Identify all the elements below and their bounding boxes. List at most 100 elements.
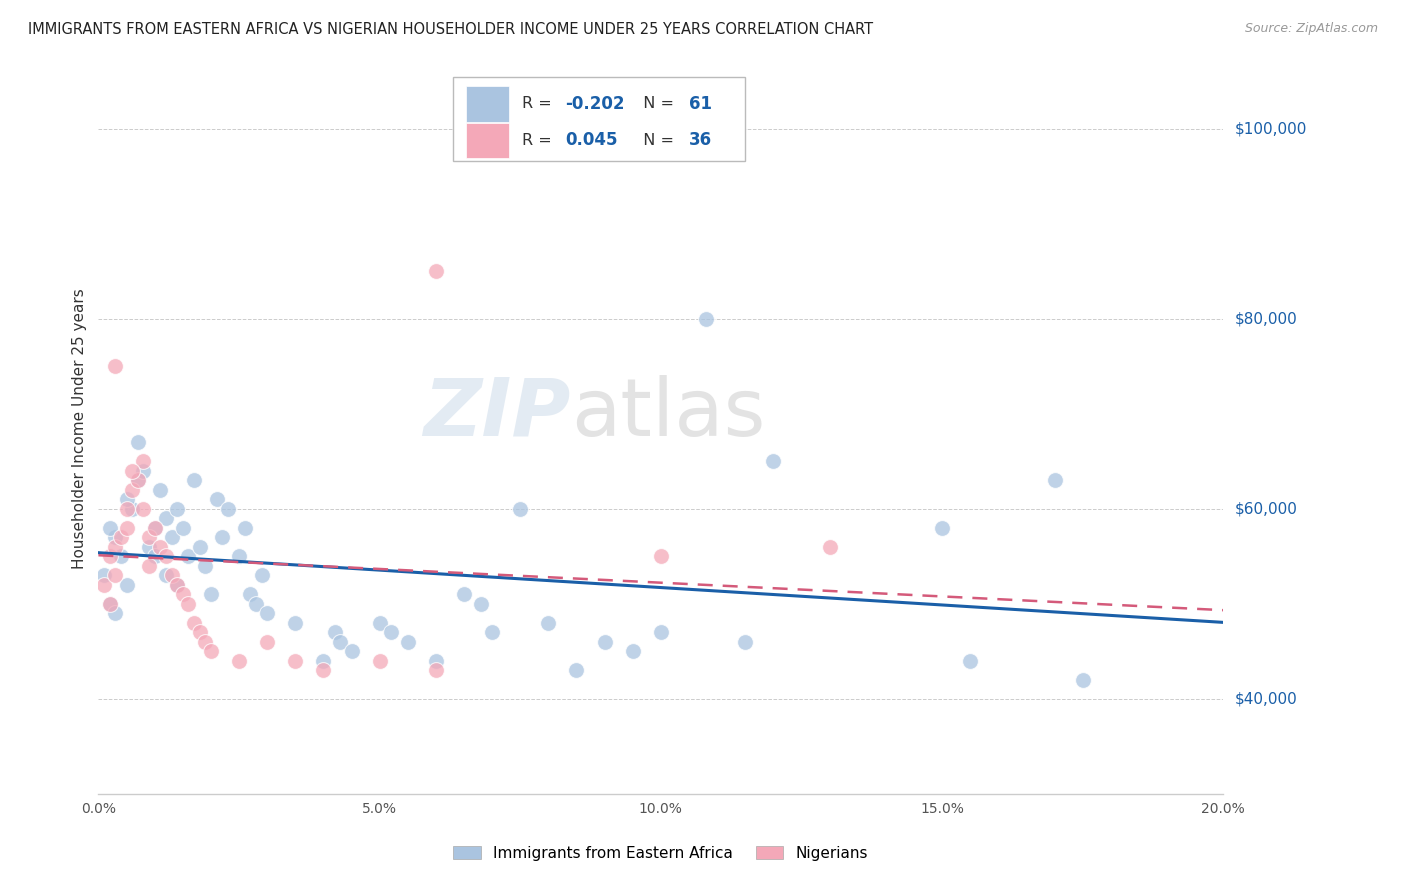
Point — [115, 502, 138, 516]
Point — [250, 568, 273, 582]
Point — [132, 502, 155, 516]
Point — [121, 483, 143, 497]
Point — [256, 635, 278, 649]
Legend: Immigrants from Eastern Africa, Nigerians: Immigrants from Eastern Africa, Nigerian… — [447, 839, 875, 867]
Point — [425, 654, 447, 668]
FancyBboxPatch shape — [467, 122, 509, 158]
Point — [115, 521, 138, 535]
Point — [143, 521, 166, 535]
Text: ZIP: ZIP — [423, 375, 571, 452]
Point — [143, 549, 166, 564]
Point — [650, 625, 672, 640]
Point — [734, 635, 756, 649]
FancyBboxPatch shape — [453, 77, 745, 161]
Point — [98, 549, 121, 564]
Text: atlas: atlas — [571, 375, 765, 452]
Point — [115, 578, 138, 592]
Point — [312, 654, 335, 668]
Point — [368, 654, 391, 668]
Text: IMMIGRANTS FROM EASTERN AFRICA VS NIGERIAN HOUSEHOLDER INCOME UNDER 25 YEARS COR: IMMIGRANTS FROM EASTERN AFRICA VS NIGERI… — [28, 22, 873, 37]
Point — [621, 644, 644, 658]
Point — [121, 464, 143, 478]
Point — [183, 615, 205, 630]
Point — [470, 597, 492, 611]
Point — [312, 664, 335, 678]
Point — [211, 530, 233, 544]
Point — [93, 578, 115, 592]
Point — [818, 540, 841, 554]
Text: R =: R = — [523, 133, 557, 148]
Point — [425, 264, 447, 278]
Point — [166, 578, 188, 592]
Point — [200, 587, 222, 601]
Point — [132, 454, 155, 468]
FancyBboxPatch shape — [467, 87, 509, 121]
Point — [166, 502, 188, 516]
Point — [188, 540, 211, 554]
Point — [104, 359, 127, 374]
Point — [115, 492, 138, 507]
Point — [425, 664, 447, 678]
Point — [1071, 673, 1094, 687]
Point — [323, 625, 346, 640]
Text: Source: ZipAtlas.com: Source: ZipAtlas.com — [1244, 22, 1378, 36]
Point — [104, 568, 127, 582]
Point — [228, 654, 250, 668]
Point — [565, 664, 588, 678]
Point — [143, 521, 166, 535]
Point — [284, 654, 307, 668]
Point — [695, 312, 717, 326]
Text: -0.202: -0.202 — [565, 95, 624, 113]
Point — [138, 540, 160, 554]
Point — [1043, 474, 1066, 488]
Point — [200, 644, 222, 658]
Point — [509, 502, 531, 516]
Point — [245, 597, 267, 611]
Point — [194, 635, 217, 649]
Point — [172, 521, 194, 535]
Point — [453, 587, 475, 601]
Text: $80,000: $80,000 — [1234, 311, 1298, 326]
Point — [149, 540, 172, 554]
Point — [104, 530, 127, 544]
Point — [138, 558, 160, 573]
Point — [98, 521, 121, 535]
Point — [177, 597, 200, 611]
Text: $60,000: $60,000 — [1234, 501, 1298, 516]
Point — [166, 578, 188, 592]
Point — [650, 549, 672, 564]
Point — [340, 644, 363, 658]
Point — [183, 474, 205, 488]
Point — [110, 530, 132, 544]
Point — [160, 568, 183, 582]
Point — [121, 502, 143, 516]
Point — [194, 558, 217, 573]
Point — [104, 540, 127, 554]
Point — [127, 474, 149, 488]
Point — [160, 530, 183, 544]
Point — [172, 587, 194, 601]
Text: N =: N = — [633, 96, 679, 112]
Text: R =: R = — [523, 96, 557, 112]
Point — [593, 635, 616, 649]
Point — [537, 615, 560, 630]
Text: $40,000: $40,000 — [1234, 691, 1298, 706]
Y-axis label: Householder Income Under 25 years: Householder Income Under 25 years — [72, 288, 87, 568]
Text: N =: N = — [633, 133, 679, 148]
Point — [329, 635, 352, 649]
Text: 36: 36 — [689, 131, 711, 149]
Point — [239, 587, 262, 601]
Text: $100,000: $100,000 — [1234, 121, 1306, 136]
Point — [256, 607, 278, 621]
Point — [98, 597, 121, 611]
Point — [217, 502, 239, 516]
Point — [127, 435, 149, 450]
Point — [138, 530, 160, 544]
Point — [155, 549, 177, 564]
Point — [155, 568, 177, 582]
Point — [205, 492, 228, 507]
Point — [481, 625, 503, 640]
Point — [959, 654, 981, 668]
Point — [284, 615, 307, 630]
Point — [149, 483, 172, 497]
